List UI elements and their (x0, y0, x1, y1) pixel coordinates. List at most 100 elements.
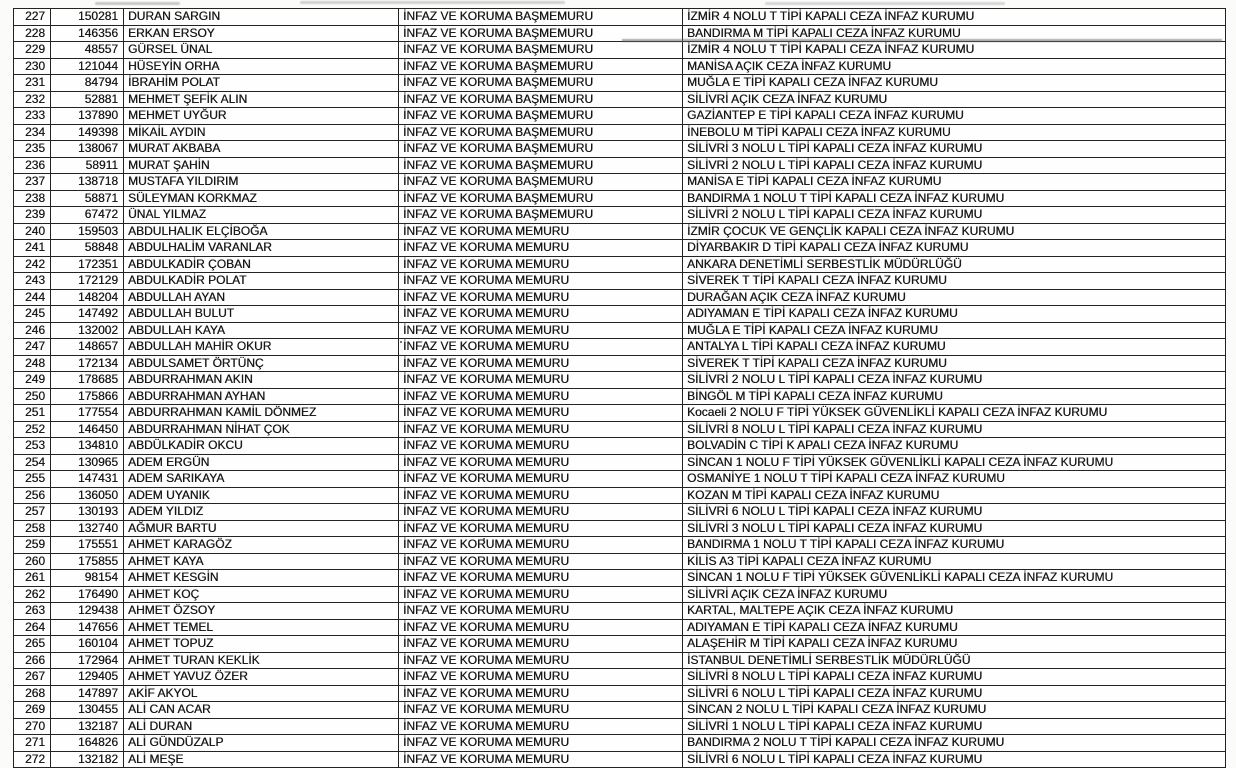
registry-number-cell: 147656 (50, 618, 124, 636)
registry-number-cell: 146356 (50, 24, 124, 42)
title-cell: İNFAZ VE KORUMA MEMURU (398, 338, 683, 356)
row-number-cell: 244 (13, 288, 51, 306)
registry-number-cell: 58911 (50, 156, 124, 174)
row-number-cell: 234 (13, 123, 51, 141)
table-row: 258 132740 AĞMUR BARTU İNFAZ VE KORUMA M… (13, 519, 1226, 537)
row-number-cell: 227 (13, 8, 51, 26)
institution-cell: GAZİANTEP E TİPİ KAPALI CEZA İNFAZ KURUM… (682, 107, 1226, 125)
row-number-cell: 230 (13, 57, 51, 75)
institution-cell: BİNGÖL M TİPİ KAPALI CEZA İNFAZ KURUMU (682, 387, 1226, 405)
institution-cell: MUĞLA E TİPİ KAPALI CEZA İNFAZ KURUMU (682, 74, 1226, 92)
institution-cell: BOLVADİN C TİPİ K APALI CEZA İNFAZ KURUM… (682, 437, 1226, 455)
row-number-cell: 259 (13, 536, 51, 554)
registry-number-cell: 129405 (50, 668, 124, 686)
institution-cell: BANDIRMA M TİPİ KAPALI CEZA İNFAZ KURUMU (682, 24, 1226, 42)
table-row: 229 48557 GÜRSEL ÜNAL İNFAZ VE KORUMA BA… (13, 41, 1226, 59)
registry-number-cell: 130193 (50, 503, 124, 521)
registry-number-cell: 147431 (50, 470, 124, 488)
title-cell: İNFAZ VE KORUMA BAŞMEMURU (398, 74, 683, 92)
table-row: 230 121044 HÜSEYİN ORHA İNFAZ VE KORUMA … (13, 57, 1226, 75)
title-cell: İNFAZ VE KORUMA MEMURU (398, 684, 683, 702)
name-cell: ADEM YILDIZ (123, 503, 399, 521)
registry-number-cell: 172134 (50, 354, 124, 372)
title-cell: İNFAZ VE KORUMA MEMURU (398, 668, 683, 686)
name-cell: ABDULHALIK ELÇİBOĞA (123, 222, 399, 240)
table-body: 227 150281 DURAN SARGIN İNFAZ VE KORUMA … (13, 8, 1226, 768)
institution-cell: BANDIRMA 2 NOLU T TİPİ KAPALI CEZA İNFAZ… (682, 734, 1226, 752)
registry-number-cell: 150281 (50, 8, 124, 26)
registry-number-cell: 67472 (50, 206, 124, 224)
name-cell: ADEM SARIKAYA (123, 470, 399, 488)
registry-number-cell: 132740 (50, 519, 124, 537)
title-cell: İNFAZ VE KORUMA BAŞMEMURU (398, 189, 683, 207)
title-cell: İNFAZ VE KORUMA MEMURU (398, 371, 683, 389)
scan-smudge (300, 1, 565, 4)
institution-cell: SİLİVRİ 2 NOLU L TİPİ KAPALI CEZA İNFAZ … (682, 156, 1226, 174)
registry-number-cell: 58848 (50, 239, 124, 257)
registry-number-cell: 178685 (50, 371, 124, 389)
row-number-cell: 241 (13, 239, 51, 257)
institution-cell: İNEBOLU M TİPİ KAPALI CEZA İNFAZ KURUMU (682, 123, 1226, 141)
registry-number-cell: 132187 (50, 717, 124, 735)
title-cell: İNFAZ VE KORUMA MEMURU (398, 321, 683, 339)
registry-number-cell: 164826 (50, 734, 124, 752)
title-cell: İNFAZ VE KORUMA MEMURU (398, 635, 683, 653)
registry-number-cell: 147897 (50, 684, 124, 702)
institution-cell: ADIYAMAN E TİPİ KAPALI CEZA İNFAZ KURUMU (682, 618, 1226, 636)
table-row: 257 130193 ADEM YILDIZ İNFAZ VE KORUMA M… (13, 503, 1226, 521)
name-cell: ABDURRAHMAN AYHAN (123, 387, 399, 405)
name-cell: AHMET KESGİN (123, 569, 399, 587)
title-cell: İNFAZ VE KORUMA MEMURU (398, 404, 683, 422)
row-number-cell: 248 (13, 354, 51, 372)
institution-cell: SİLİVRİ 3 NOLU L TİPİ KAPALI CEZA İNFAZ … (682, 519, 1226, 537)
scan-smudge (95, 2, 180, 5)
table-row: 240 159503 ABDULHALIK ELÇİBOĞA İNFAZ VE … (13, 222, 1226, 240)
table-row: 272 132182 ALİ MEŞE İNFAZ VE KORUMA MEMU… (13, 750, 1226, 768)
table-row: 238 58871 SÜLEYMAN KORKMAZ İNFAZ VE KORU… (13, 189, 1226, 207)
institution-cell: SİNCAN 1 NOLU F TİPİ YÜKSEK GÜVENLİKLİ K… (682, 453, 1226, 471)
institution-cell: ALAŞEHİR M TİPİ KAPALI CEZA İNFAZ KURUMU (682, 635, 1226, 653)
table-row: 251 177554 ABDURRAHMAN KAMİL DÖNMEZ İNFA… (13, 404, 1226, 422)
personnel-roster-table: 227 150281 DURAN SARGIN İNFAZ VE KORUMA … (13, 8, 1226, 768)
registry-number-cell: 148657 (50, 338, 124, 356)
row-number-cell: 272 (13, 750, 51, 768)
table-row: 268 147897 AKİF AKYOL İNFAZ VE KORUMA ME… (13, 684, 1226, 702)
registry-number-cell: 130455 (50, 701, 124, 719)
name-cell: ERKAN ERSOY (123, 24, 399, 42)
name-cell: ADEM ERGÜN (123, 453, 399, 471)
row-number-cell: 263 (13, 602, 51, 620)
registry-number-cell: 98154 (50, 569, 124, 587)
title-cell: İNFAZ VE KORUMA BAŞMEMURU (398, 107, 683, 125)
institution-cell: KİLİS A3 TİPİ KAPALI CEZA İNFAZ KURUMU (682, 552, 1226, 570)
title-cell: İNFAZ VE KORUMA MEMURU (398, 255, 683, 273)
row-number-cell: 267 (13, 668, 51, 686)
name-cell: AĞMUR BARTU (123, 519, 399, 537)
name-cell: ABDULKADİR ÇOBAN (123, 255, 399, 273)
institution-cell: DURAĞAN AÇIK CEZA İNFAZ KURUMU (682, 288, 1226, 306)
row-number-cell: 254 (13, 453, 51, 471)
row-number-cell: 243 (13, 272, 51, 290)
institution-cell: SİLİVRİ 8 NOLU L TİPİ KAPALI CEZA İNFAZ … (682, 668, 1226, 686)
table-row: 263 129438 AHMET ÖZSOY İNFAZ VE KORUMA M… (13, 602, 1226, 620)
table-row: 245 147492 ABDULLAH BULUT İNFAZ VE KORUM… (13, 305, 1226, 323)
title-cell: İNFAZ VE KORUMA MEMURU (398, 272, 683, 290)
row-number-cell: 255 (13, 470, 51, 488)
name-cell: ÜNAL YILMAZ (123, 206, 399, 224)
row-number-cell: 238 (13, 189, 51, 207)
row-number-cell: 228 (13, 24, 51, 42)
table-row: 242 172351 ABDULKADİR ÇOBAN İNFAZ VE KOR… (13, 255, 1226, 273)
institution-cell: MUĞLA E TİPİ KAPALI CEZA İNFAZ KURUMU (682, 321, 1226, 339)
name-cell: MUSTAFA YILDIRIM (123, 173, 399, 191)
title-cell: İNFAZ VE KORUMA MEMURU (398, 437, 683, 455)
table-row: 265 160104 AHMET TOPUZ İNFAZ VE KORUMA M… (13, 635, 1226, 653)
table-row: 231 84794 İBRAHİM POLAT İNFAZ VE KORUMA … (13, 74, 1226, 92)
name-cell: ALİ MEŞE (123, 750, 399, 768)
name-cell: ABDURRAHMAN NİHAT ÇOK (123, 420, 399, 438)
registry-number-cell: 48557 (50, 41, 124, 59)
table-row: 264 147656 AHMET TEMEL İNFAZ VE KORUMA M… (13, 618, 1226, 636)
table-row: 239 67472 ÜNAL YILMAZ İNFAZ VE KORUMA BA… (13, 206, 1226, 224)
institution-cell: BANDIRMA 1 NOLU T TİPİ KAPALI CEZA İNFAZ… (682, 189, 1226, 207)
title-cell: İNFAZ VE KORUMA MEMURU (398, 734, 683, 752)
title-cell: İNFAZ VE KORUMA BAŞMEMURU (398, 41, 683, 59)
institution-cell: SİLİVRİ 6 NOLU L TİPİ KAPALI CEZA İNFAZ … (682, 684, 1226, 702)
